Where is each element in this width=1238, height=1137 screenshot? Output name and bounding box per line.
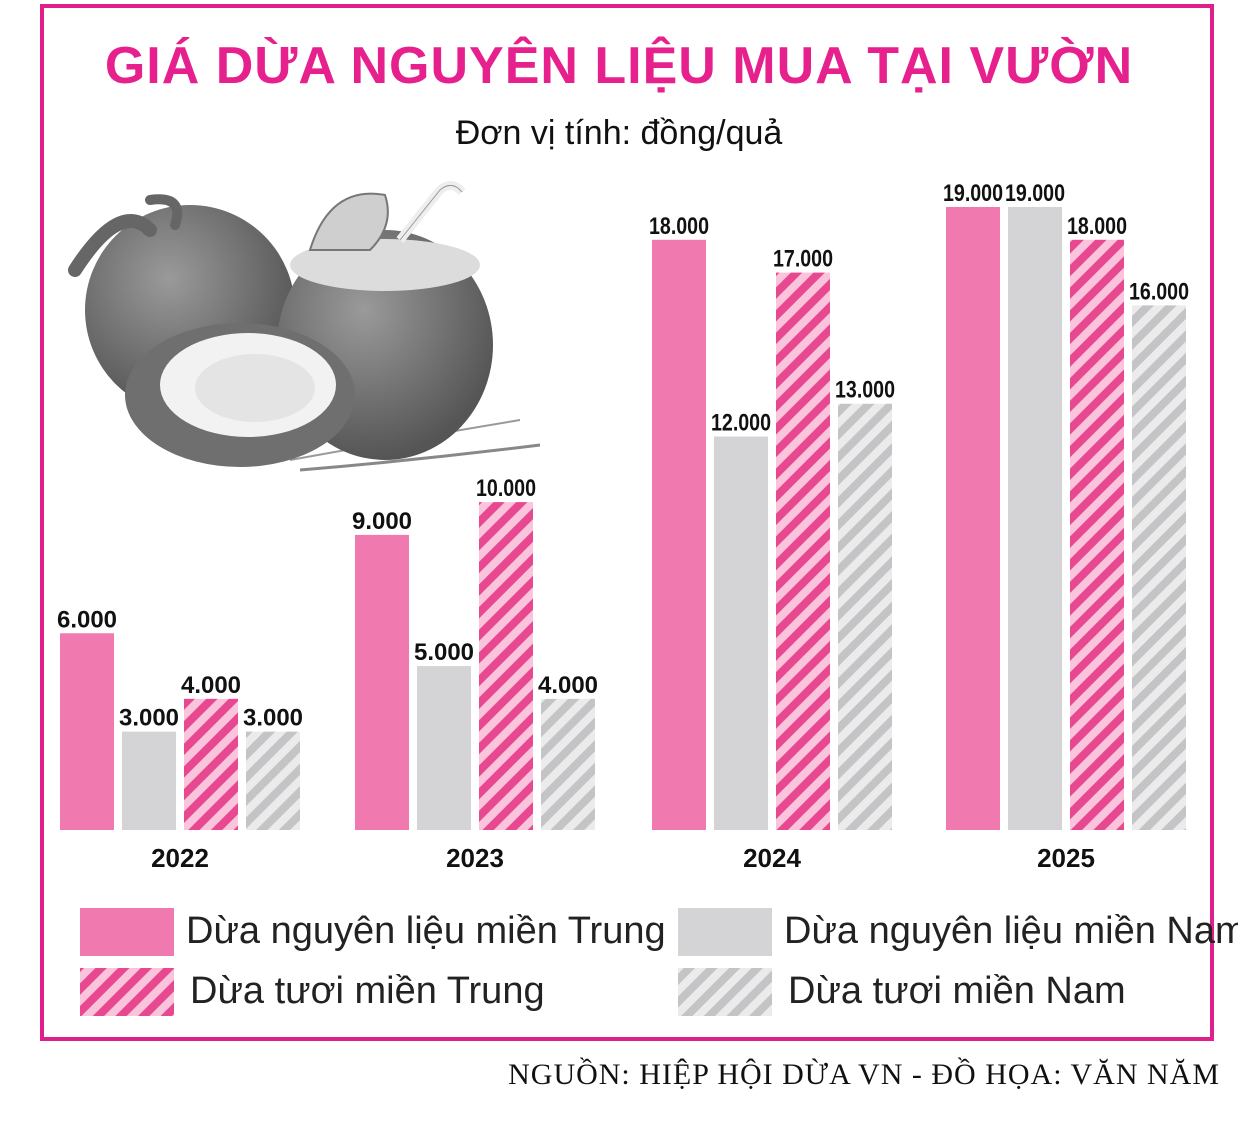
bar-2024-series-3 [776,272,830,830]
value-label-2023-series-2: 5.000 [414,639,474,666]
value-label-2025-series-2: 19.000 [1005,180,1065,207]
legend-label-series-3: Dừa tươi miền Trung [190,970,545,1012]
value-label-2024-series-3: 17.000 [773,246,833,273]
coconut-illustration [68,181,541,472]
legend-label-series-1: Dừa nguyên liệu miền Trung [186,910,666,952]
legend-swatch-series-4 [678,968,772,1016]
category-label-2022: 2022 [151,843,209,873]
bar-2025-series-4 [1132,305,1186,830]
value-label-2022-series-1: 6.000 [57,606,117,633]
chart-subtitle: Đơn vị tính: đồng/quả [455,114,783,152]
bar-2022-series-3 [184,698,238,830]
bar-2022-series-2 [122,731,176,830]
value-label-2024-series-2: 12.000 [711,410,771,437]
value-label-2025-series-3: 18.000 [1067,213,1127,240]
value-label-2023-series-3: 10.000 [476,475,536,502]
legend-label-series-4: Dừa tươi miền Nam [788,970,1126,1012]
value-label-2023-series-1: 9.000 [352,508,412,535]
value-label-2022-series-4: 3.000 [243,705,303,732]
bar-2023-series-2 [417,666,471,830]
value-label-2025-series-1: 19.000 [943,180,1003,207]
bar-2022-series-4 [246,731,300,830]
bar-2025-series-1 [946,207,1000,830]
bar-2025-series-3 [1070,239,1124,830]
legend-swatch-series-1 [80,908,174,956]
legend-swatch-series-2 [678,908,772,956]
bar-2023-series-3 [479,502,533,830]
source-credit: NGUỒN: HIỆP HỘI DỪA VN - ĐỒ HỌA: VĂN NĂM [508,1058,1220,1091]
bar-2023-series-4 [541,698,595,830]
legend-swatch-series-3 [80,968,174,1016]
category-label-2025: 2025 [1037,843,1095,873]
bar-2024-series-4 [838,403,892,830]
chart-title: GIÁ DỪA NGUYÊN LIỆU MUA TẠI VƯỜN [104,37,1134,95]
legend-label-series-2: Dừa nguyên liệu miền Nam [784,910,1238,952]
value-label-2023-series-4: 4.000 [538,672,598,699]
bar-2023-series-1 [355,534,409,830]
chart-frame [40,4,1214,1041]
value-label-2025-series-4: 16.000 [1129,278,1189,305]
category-label-2024: 2024 [743,843,801,873]
bar-2025-series-2 [1008,207,1062,830]
bar-2022-series-1 [60,633,114,830]
value-label-2022-series-2: 3.000 [119,705,179,732]
value-label-2022-series-3: 4.000 [181,672,241,699]
bar-2024-series-2 [714,436,768,830]
value-label-2024-series-1: 18.000 [649,213,709,240]
value-label-2024-series-4: 13.000 [835,377,895,404]
bar-2024-series-1 [652,239,706,830]
category-label-2023: 2023 [446,843,504,873]
legend: Dừa nguyên liệu miền Trung Dừa tươi miền… [80,908,1238,1016]
